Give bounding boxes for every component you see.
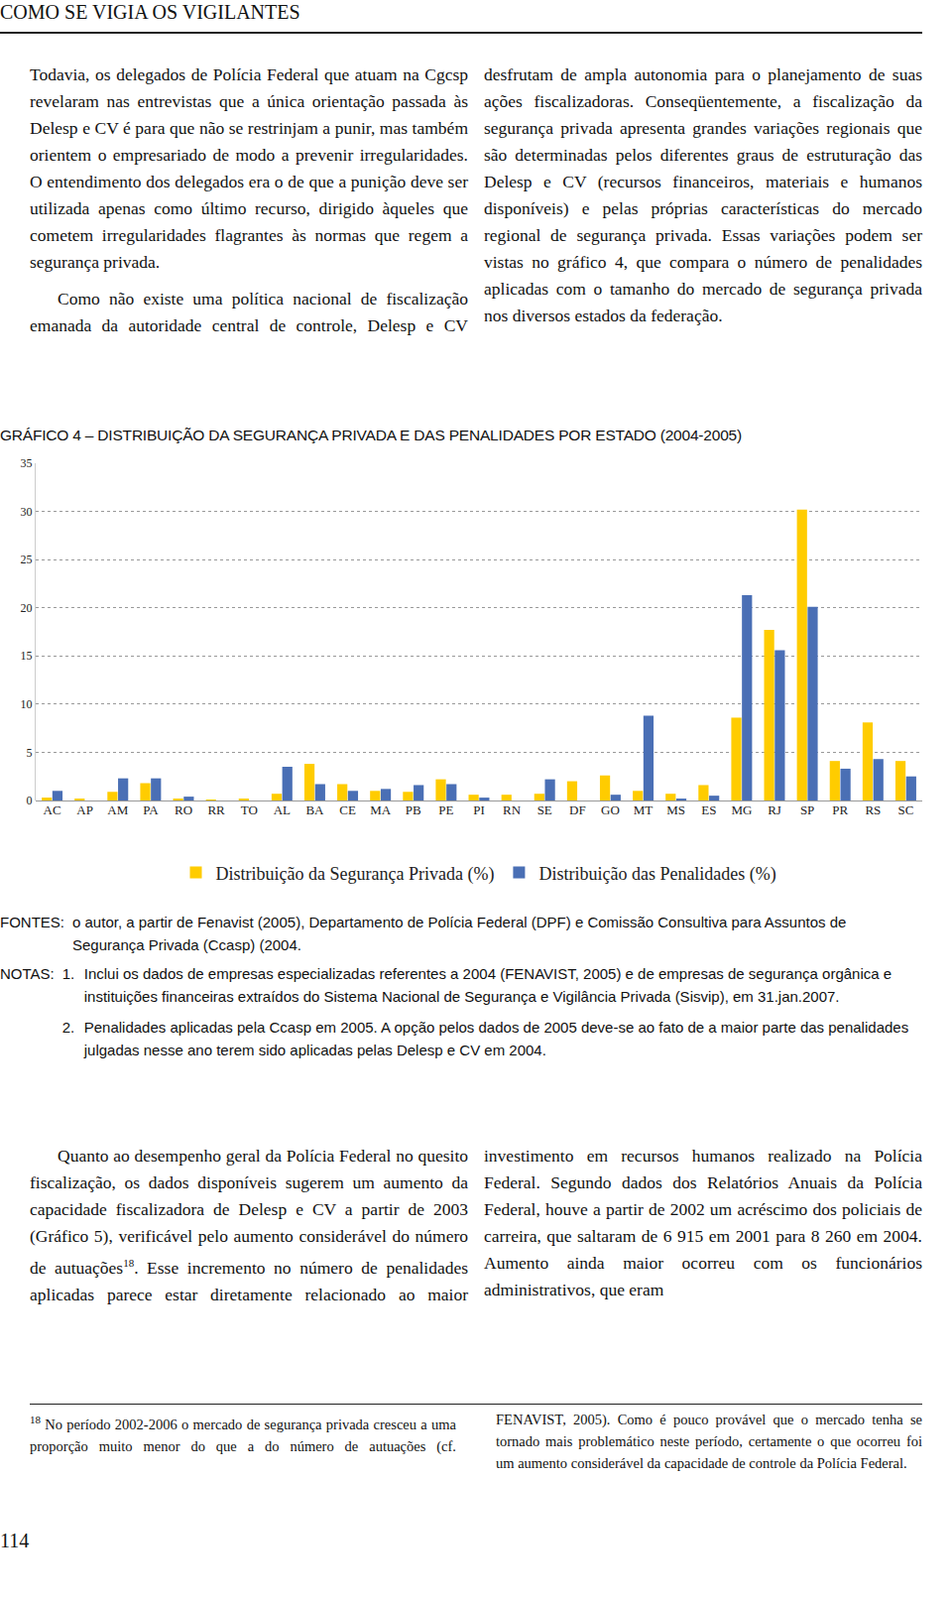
html-text:Inclui os dados de empresas es: Inclui os dados de empresas especializad… bbox=[83, 964, 892, 1005]
svg-text:MG: MG bbox=[730, 802, 752, 818]
svg-text:MA: MA bbox=[369, 802, 392, 818]
svg-text:PB: PB bbox=[405, 802, 422, 818]
svg-text:Distribuição das Penalidades (: Distribuição das Penalidades (%) bbox=[538, 863, 776, 885]
svg-text:RJ: RJ bbox=[767, 802, 782, 818]
svg-text:MT: MT bbox=[633, 802, 654, 818]
svg-text:PR: PR bbox=[832, 802, 848, 818]
html-text:Como não existe uma política n: Como não existe uma política nacional de… bbox=[29, 64, 923, 336]
html-text:Penalidades aplicadas pela Cca: Penalidades aplicadas pela Ccasp em 2005… bbox=[83, 1018, 909, 1059]
html-text:COMO SE VIGIA OS VIGILANTES: COMO SE VIGIA OS VIGILANTES bbox=[0, 0, 301, 23]
svg-text:CE: CE bbox=[339, 802, 357, 818]
svg-text:SE: SE bbox=[537, 802, 553, 818]
svg-text:SC: SC bbox=[897, 802, 914, 818]
svg-text:5: 5 bbox=[26, 745, 33, 760]
svg-text:20: 20 bbox=[20, 600, 33, 615]
svg-text:PE: PE bbox=[438, 802, 454, 818]
html-text:FONTES:: FONTES: bbox=[0, 913, 65, 931]
svg-text:AC: AC bbox=[43, 802, 62, 818]
svg-text:AM: AM bbox=[107, 802, 128, 818]
svg-text:10: 10 bbox=[20, 697, 33, 712]
svg-text:BA: BA bbox=[305, 802, 325, 818]
svg-text:TO: TO bbox=[240, 802, 258, 818]
svg-text:PI: PI bbox=[473, 802, 485, 818]
html-text:18No período 2002-2006 o merca: 18No período 2002-2006 o mercado de segu… bbox=[29, 1411, 923, 1471]
html-text:1.: 1. bbox=[62, 964, 75, 982]
html-text:Todavia, os delegados de Políc: Todavia, os delegados de Polícia Federal… bbox=[29, 64, 469, 272]
html-text:2.: 2. bbox=[62, 1018, 75, 1036]
svg-text:RN: RN bbox=[502, 802, 522, 818]
svg-text:Distribuição da Segurança Priv: Distribuição da Segurança Privada (%) bbox=[216, 863, 495, 885]
svg-text:RS: RS bbox=[864, 802, 881, 818]
html-text:Quanto ao desempenho geral da: Quanto ao desempenho geral da Polícia Fe… bbox=[29, 1145, 923, 1304]
svg-text:DF: DF bbox=[569, 802, 587, 818]
html-text:NOTAS:: NOTAS: bbox=[0, 964, 55, 982]
html-text:o autor, a partir de Fenavist: o autor, a partir de Fenavist (2005), De… bbox=[72, 913, 847, 953]
svg-text:SP: SP bbox=[800, 802, 815, 818]
html-text:114: 114 bbox=[0, 1529, 30, 1551]
svg-text:PA: PA bbox=[142, 802, 159, 818]
svg-text:GO: GO bbox=[600, 802, 620, 818]
svg-text:RO: RO bbox=[174, 802, 193, 818]
svg-text:MS: MS bbox=[666, 802, 686, 818]
svg-text:ES: ES bbox=[701, 802, 716, 818]
html-text:GRÁFICO 4 – DISTRIBUIÇÃO DA SE: GRÁFICO 4 – DISTRIBUIÇÃO DA SEGURANÇA PR… bbox=[0, 426, 742, 444]
svg-text:0: 0 bbox=[26, 793, 33, 808]
svg-text:35: 35 bbox=[20, 456, 33, 471]
svg-text:AL: AL bbox=[273, 802, 291, 818]
svg-text:30: 30 bbox=[20, 504, 33, 519]
svg-text:15: 15 bbox=[20, 648, 33, 663]
svg-text:25: 25 bbox=[20, 552, 33, 567]
svg-text:RR: RR bbox=[207, 802, 226, 818]
svg-text:AP: AP bbox=[76, 802, 94, 818]
